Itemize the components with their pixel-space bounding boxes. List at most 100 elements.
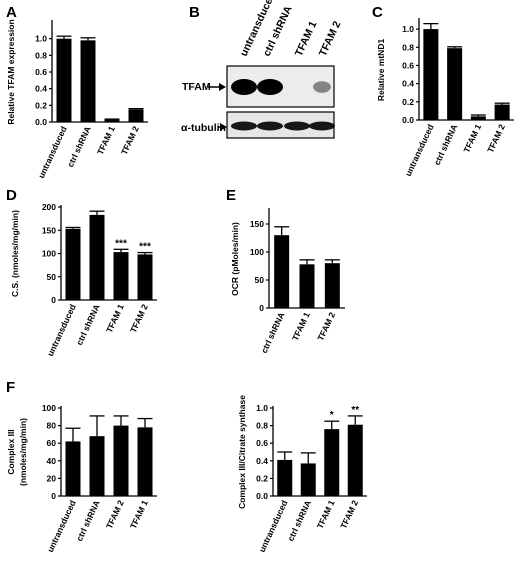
chart-c-bar-tfam-1 [470,116,486,120]
chart-d-significance-tfam-1: *** [115,238,127,249]
chart-c-bar-untransduced [423,29,439,120]
panel-letter-c: C [372,4,383,21]
chart-a-y-tick-label: 0.8 [35,50,47,60]
chart-e-category-label-ctrl-shrna: ctrl shRNA [259,311,287,355]
chart-f1-bar-ctrl-shrna [89,436,105,496]
chart-f1-y-tick-label: 60 [47,438,57,448]
chart-c-y-tick-label: 0.6 [402,60,414,70]
chart-e-y-tick-label: 100 [250,247,264,257]
chart-f2-y-tick-label: 0.8 [256,421,268,431]
chart-d-category-label-tfam-1: TFAM 1 [104,302,126,334]
chart-c-y-tick-label: 0.8 [402,42,414,52]
chart-d-y-tick-label: 200 [42,202,56,212]
chart-f2-y-tick-label: 1.0 [256,403,268,413]
chart-d-significance-tfam-2: *** [139,242,151,253]
chart-f2-bar-ctrl-shrna [300,463,316,496]
chart-a-bar-tfam-1 [104,119,120,122]
chart-a-bar-tfam-2 [128,109,144,122]
chart-d-category-label-ctrl-shrna: ctrl shRNA [74,303,102,347]
chart-f2-category-label-ctrl-shrna: ctrl shRNA [285,499,313,543]
panel-letter-d: D [6,187,17,204]
chart-f1-y-tick-label: 20 [47,473,57,483]
chart-f2-significance-tfam-1: * [330,410,334,421]
chart-d-category-label-untransduced: untransduced [45,303,78,358]
chart-a-bar-ctrl-shrna [80,40,96,123]
chart-f1-y-tick-label: 40 [47,456,57,466]
tubulin-band-ctrl-shrna [257,121,283,131]
chart-a-bar-untransduced [56,38,72,122]
chart-e-y-label: OCR (pMoles/min) [230,222,240,296]
tubulin-band-tfam-1 [284,121,310,131]
chart-f2-category-label-untransduced: untransduced [257,499,290,554]
chart-f1-bar-untransduced [65,441,81,496]
chart-tfam-expression: 0.0 0.2 0.4 0.6 0.8 1.0 Relative TFAM expressi… [6,19,148,180]
chart-d-y-tick-label: 150 [42,225,56,235]
chart-e-y-tick-label: 0 [259,303,264,313]
chart-f1-y-label-line-1: Complex III [6,429,16,474]
chart-a-category-label-ctrl-shrna: ctrl shRNA [65,125,93,169]
tubulin-bands [231,121,335,131]
chart-f1-category-label-tfam-1: TFAM 1 [128,498,150,530]
chart-f2-bar-tfam-1 [324,429,340,496]
chart-e-bar-tfam-1 [299,264,315,308]
chart-c-y-tick-label: 0.2 [402,97,414,107]
chart-a-y-tick-label: 1.0 [35,34,47,44]
chart-d-y-label: C.S. (nmoles/mg/min) [10,210,20,297]
chart-complex-iii: 0 20 40 60 80 100 Complex III (nmoles/mg/min) un… [6,403,157,554]
chart-d-bar-tfam-1 [113,252,129,300]
chart-e-category-label-tfam-2: TFAM 2 [315,310,337,342]
chart-citrate-synthase: 0 50 100 150 200 C.S. (nmoles/mg/min) untransd… [10,202,157,358]
chart-c-category-label-tfam-1: TFAM 1 [461,122,483,154]
panel-letter-b: B [189,4,200,21]
chart-a-category-label-tfam-1: TFAM 1 [95,124,117,156]
panel-letter-a: A [6,4,17,21]
chart-d-y-tick-label: 100 [42,249,56,259]
chart-f2-y-tick-label: 0.6 [256,438,268,448]
chart-c-category-label-untransduced: untransduced [403,123,436,178]
chart-d-y-tick-label: 0 [51,295,56,305]
chart-a-y-tick-label: 0.0 [35,117,47,127]
chart-d-y-tick-label: 50 [47,272,57,282]
chart-c-category-label-tfam-2: TFAM 2 [485,122,507,154]
chart-f1-category-label-tfam-2: TFAM 2 [104,498,126,530]
chart-f2-bar-untransduced [277,459,293,496]
blot-lane-label-tfam-2: TFAM 2 [317,19,344,58]
blot-label-tfam: TFAM [182,81,211,93]
tfam-band-ctrl-shrna [257,79,283,95]
tubulin-band-untransduced [231,121,257,131]
blot-lane-label-tfam-1: TFAM 1 [293,19,320,58]
chart-a-category-label-untransduced: untransduced [36,125,69,180]
chart-c-category-label-ctrl-shrna: ctrl shRNA [432,123,460,167]
chart-c-y-tick-label: 1.0 [402,24,414,34]
chart-f1-y-tick-label: 100 [42,403,56,413]
chart-c-y-tick-label: 0.0 [402,115,414,125]
chart-f1-y-tick-label: 80 [47,421,57,431]
chart-f2-y-tick-label: 0.4 [256,456,268,466]
chart-d-bar-tfam-2 [137,254,153,300]
panel-letter-f: F [6,379,15,396]
chart-c-bar-ctrl-shrna [447,48,463,120]
chart-f1-category-label-untransduced: untransduced [45,499,78,554]
tfam-band-untransduced [231,79,257,95]
chart-d-category-label-tfam-2: TFAM 2 [128,302,150,334]
chart-f2-y-label: Complex III/Citrate synthase [237,395,247,509]
chart-a-category-label-tfam-2: TFAM 2 [119,124,141,156]
chart-mtnd1: 0.0 0.2 0.4 0.6 0.8 1.0 Relative mtND1 untransd… [376,18,514,178]
chart-f1-bar-tfam-1 [137,427,153,496]
panel-letter-e: E [226,187,236,204]
tfam-bands [231,79,331,95]
western-blot: untransduced ctrl shRNA TFAM 1 TFAM 2 TF… [181,0,344,139]
chart-a-y-tick-label: 0.2 [35,100,47,110]
tfam-arrow-head [219,83,226,91]
chart-f2-category-label-tfam-1: TFAM 1 [315,498,337,530]
chart-f2-bar-tfam-2 [347,424,363,496]
chart-f2-category-label-tfam-2: TFAM 2 [338,498,360,530]
chart-c-bar-tfam-2 [494,104,510,120]
chart-f2-significance-tfam-2: ** [351,405,359,416]
chart-f1-bar-tfam-2 [113,425,129,496]
chart-c-y-tick-label: 0.4 [402,79,414,89]
chart-c-y-label: Relative mtND1 [376,39,386,102]
chart-e-y-tick-label: 50 [255,275,265,285]
